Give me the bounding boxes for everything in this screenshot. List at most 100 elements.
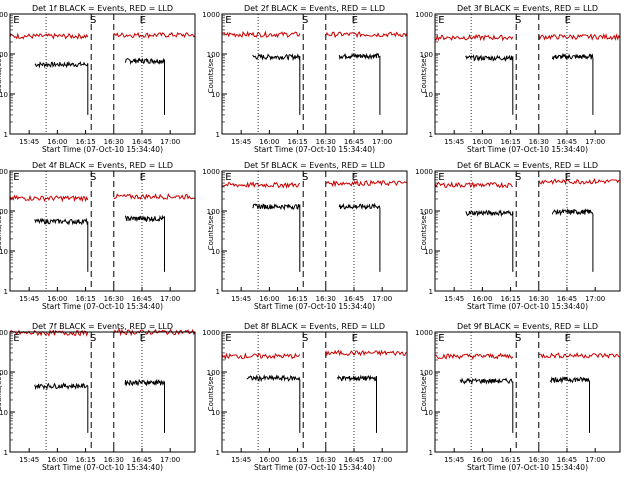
event-marker-label: S — [302, 15, 308, 26]
event-marker-label: E — [438, 15, 444, 26]
chart-title: Det 2f BLACK = Events, RED = LLD — [244, 4, 385, 13]
x-tick-label: 16:00 — [47, 456, 67, 464]
y-tick-label: 1 — [429, 449, 433, 457]
y-axis-label: Counts/sec — [207, 212, 215, 251]
event-marker-label: S — [90, 172, 96, 183]
event-marker-label: E — [140, 333, 146, 344]
y-tick-label: 1 — [429, 288, 433, 296]
series-lld-line — [113, 31, 196, 39]
x-tick-label: 16:30 — [104, 295, 124, 303]
y-tick-label: 1000 — [415, 329, 433, 337]
chart-panel-7: Det 7f BLACK = Events, RED = LLD E S E 15:45… — [0, 322, 196, 472]
y-tick-label: 10 — [424, 248, 433, 256]
series-lld-line — [221, 181, 301, 189]
y-tick-label: 1 — [216, 131, 220, 139]
chart-title: Det 1f BLACK = Events, RED = LLD — [32, 4, 173, 13]
plot-frame — [221, 170, 408, 292]
x-tick-label: 15:45 — [444, 456, 464, 464]
chart-panel-2: Det 2f BLACK = Events, RED = LLD E S E 15:45… — [202, 4, 408, 154]
event-marker-label: E — [13, 15, 19, 26]
series-events-line — [252, 203, 301, 272]
series-events-line — [459, 377, 514, 433]
series-events-line — [337, 374, 377, 433]
y-axis-label: Counts/sec — [0, 212, 3, 251]
y-tick-label: 1 — [4, 449, 8, 457]
series-events-line — [34, 382, 89, 433]
y-tick-label: 1000 — [202, 11, 220, 19]
x-tick-label: 15:45 — [231, 138, 251, 146]
event-marker-label: S — [515, 15, 521, 26]
series-lld-line — [325, 179, 408, 188]
x-tick-label: 17:00 — [372, 456, 392, 464]
y-tick-label: 10 — [424, 91, 433, 99]
series-events-line — [551, 208, 594, 272]
y-tick-label: 1 — [216, 449, 220, 457]
event-marker-label: E — [140, 15, 146, 26]
x-tick-label: 16:00 — [259, 456, 279, 464]
series-lld-line — [9, 32, 89, 40]
plot-frame — [9, 170, 196, 292]
event-marker-label: S — [90, 333, 96, 344]
x-tick-label: 16:15 — [75, 138, 95, 146]
y-tick-label: 100 — [0, 369, 8, 377]
plot-frame — [9, 331, 196, 453]
plot-frame — [434, 13, 621, 135]
x-tick-label: 17:00 — [160, 295, 180, 303]
chart-title: Det 8f BLACK = Events, RED = LLD — [244, 322, 385, 331]
chart-title: Det 5f BLACK = Events, RED = LLD — [244, 161, 385, 170]
x-tick-label: 17:00 — [160, 138, 180, 146]
series-lld-line — [434, 33, 514, 42]
x-tick-label: 15:45 — [231, 456, 251, 464]
y-tick-label: 10 — [0, 248, 8, 256]
x-tick-label: 16:30 — [104, 138, 124, 146]
y-tick-label: 1 — [216, 288, 220, 296]
x-tick-label: 15:45 — [19, 456, 39, 464]
x-tick-label: 17:00 — [372, 138, 392, 146]
event-marker-label: E — [352, 333, 358, 344]
y-tick-label: 1000 — [0, 329, 8, 337]
series-events-line — [124, 214, 165, 272]
series-lld-line — [221, 30, 301, 39]
x-tick-label: 16:30 — [316, 295, 336, 303]
plot-frame — [434, 170, 621, 292]
y-axis-label: Counts/sec — [420, 212, 428, 251]
y-axis-label: Counts/sec — [207, 373, 215, 412]
chart-title: Det 6f BLACK = Events, RED = LLD — [457, 161, 598, 170]
plot-frame — [434, 331, 621, 453]
series-lld-line — [113, 192, 196, 201]
x-tick-label: 15:45 — [19, 138, 39, 146]
series-lld-line — [538, 351, 621, 359]
plot-frame — [221, 331, 408, 453]
y-tick-label: 1000 — [0, 11, 8, 19]
x-axis-label: Start Time (07-Oct-10 15:34:40) — [467, 302, 588, 311]
series-lld-line — [9, 194, 89, 203]
series-lld-line — [538, 178, 621, 186]
event-marker-label: E — [13, 172, 19, 183]
x-tick-label: 16:45 — [344, 295, 364, 303]
x-tick-label: 16:00 — [259, 138, 279, 146]
y-tick-label: 1 — [429, 131, 433, 139]
y-tick-label: 10 — [211, 409, 220, 417]
x-tick-label: 16:45 — [557, 295, 577, 303]
series-lld-line — [325, 31, 408, 39]
x-tick-label: 16:15 — [287, 295, 307, 303]
y-axis-label: Counts/sec — [0, 373, 3, 412]
x-tick-label: 16:15 — [500, 295, 520, 303]
x-axis-label: Start Time (07-Oct-10 15:34:40) — [254, 302, 375, 311]
series-events-line — [252, 53, 301, 115]
chart-panel-8: Det 8f BLACK = Events, RED = LLD E S E 15:45… — [202, 322, 408, 472]
chart-panel-9: Det 9f BLACK = Events, RED = LLD E S E 15:45… — [415, 322, 621, 472]
x-tick-label: 16:15 — [500, 138, 520, 146]
x-tick-label: 16:30 — [104, 456, 124, 464]
y-tick-label: 100 — [0, 208, 8, 216]
series-lld-line — [325, 349, 408, 357]
series-events-line — [549, 376, 590, 433]
event-marker-label: S — [515, 172, 521, 183]
x-tick-label: 16:30 — [316, 138, 336, 146]
series-events-line — [551, 52, 594, 115]
x-tick-label: 16:45 — [557, 456, 577, 464]
y-tick-label: 10 — [0, 409, 8, 417]
y-tick-label: 100 — [0, 51, 8, 59]
y-axis-label: Counts/sec — [207, 55, 215, 94]
